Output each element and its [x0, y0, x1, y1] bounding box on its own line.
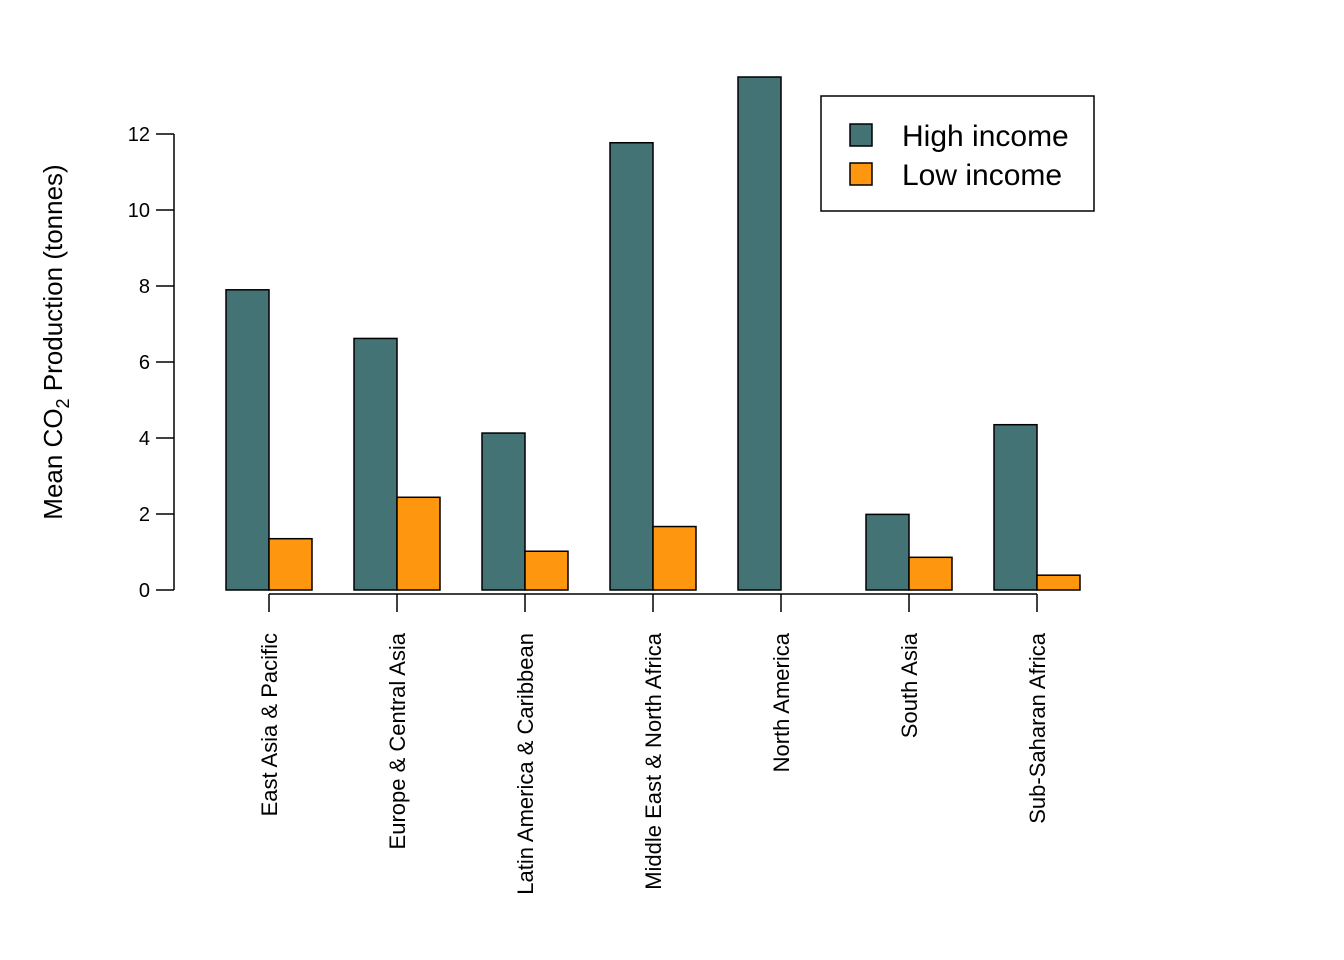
x-axis [268, 593, 1038, 612]
y-axis: 0 2 4 6 8 10 12 [128, 124, 175, 602]
bar-low-income [268, 537, 313, 591]
y-axis-label: Mean CO2 Production (tonnes) [38, 164, 73, 519]
y-axis-label-suffix: Production (tonnes) [38, 164, 68, 398]
y-tick-label: 0 [139, 580, 150, 602]
category-label: North America [769, 632, 794, 772]
category-label: Middle East & North Africa [641, 632, 666, 890]
legend-swatch-high-income [849, 123, 873, 147]
bars [225, 76, 1081, 591]
y-tick-label: 10 [128, 200, 150, 222]
category-labels: East Asia & Pacific Europe & Central Asia… [257, 632, 1050, 894]
category-label: Sub-Saharan Africa [1025, 632, 1050, 824]
y-tick-label: 12 [128, 124, 150, 146]
y-axis-label-subscript: 2 [53, 398, 73, 408]
y-tick-label: 2 [139, 504, 150, 526]
bar-high-income [993, 423, 1038, 591]
y-tick-label: 8 [139, 276, 150, 298]
category-label: South Asia [897, 632, 922, 738]
category-label: Latin America & Caribbean [513, 633, 538, 895]
bar-low-income [652, 525, 697, 591]
bar-high-income [353, 337, 398, 591]
bar-low-income [1036, 574, 1081, 591]
bar-low-income [524, 550, 569, 591]
legend-swatch-low-income [849, 162, 873, 186]
y-tick-label: 6 [139, 352, 150, 374]
bar-high-income [481, 432, 526, 591]
legend: High income Low income [820, 95, 1095, 212]
bar-high-income [737, 76, 782, 591]
bar-low-income [396, 496, 441, 591]
category-label: East Asia & Pacific [257, 633, 282, 816]
bar-high-income [865, 513, 910, 591]
legend-box [820, 95, 1095, 212]
y-tick-label: 4 [139, 428, 150, 450]
bar-high-income [609, 141, 654, 591]
legend-label-high-income: High income [902, 120, 1069, 153]
legend-label-low-income: Low income [902, 159, 1062, 192]
category-label: Europe & Central Asia [385, 632, 410, 849]
y-axis-label-prefix: Mean CO [38, 408, 68, 519]
bar-high-income [225, 289, 270, 591]
bar-low-income [908, 556, 953, 591]
